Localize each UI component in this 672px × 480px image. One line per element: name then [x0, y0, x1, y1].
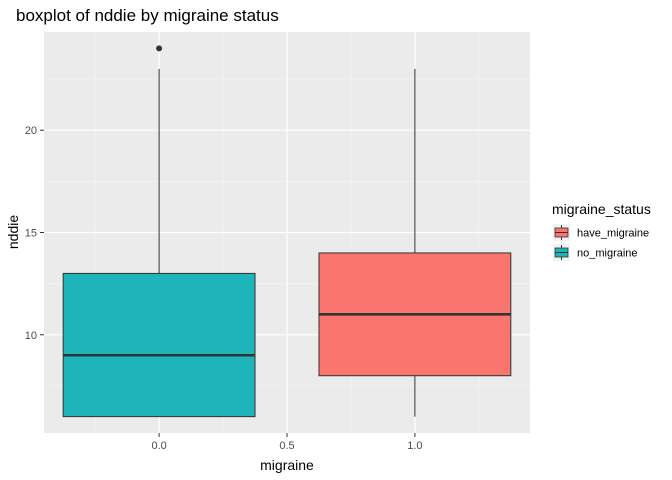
box-have_migraine	[318, 68, 512, 417]
outlier-point-no_migraine-0	[156, 45, 163, 52]
x-tick-label-1: 0.5	[279, 440, 294, 452]
y-axis-title: nddie	[5, 215, 21, 249]
legend: migraine_status have_migraine no_migraine	[552, 201, 651, 261]
box-no_migraine	[62, 45, 256, 418]
y-tick-label-2: 20	[25, 125, 37, 137]
x-axis-title: migraine	[260, 457, 314, 473]
y-tick-label-1: 15	[25, 228, 37, 240]
x-tick-label-0: 0.0	[151, 440, 166, 452]
legend-label-have_migraine: have_migraine	[577, 228, 649, 240]
legend-label-no_migraine: no_migraine	[577, 248, 638, 260]
iqr-box-no_migraine	[62, 272, 256, 418]
boxes	[62, 45, 512, 418]
x-tick-label-2: 1.0	[407, 440, 422, 452]
legend-title: migraine_status	[552, 201, 651, 217]
legend-entries: have_migraine no_migraine	[553, 224, 649, 261]
legend-entry-have_migraine: have_migraine	[553, 224, 649, 241]
chart-title: boxplot of nddie by migraine status	[16, 6, 279, 25]
y-tick-label-0: 10	[25, 330, 37, 342]
legend-entry-no_migraine: no_migraine	[553, 244, 638, 261]
axes: 0.0 0.5 1.0 10 15 20	[25, 125, 423, 452]
